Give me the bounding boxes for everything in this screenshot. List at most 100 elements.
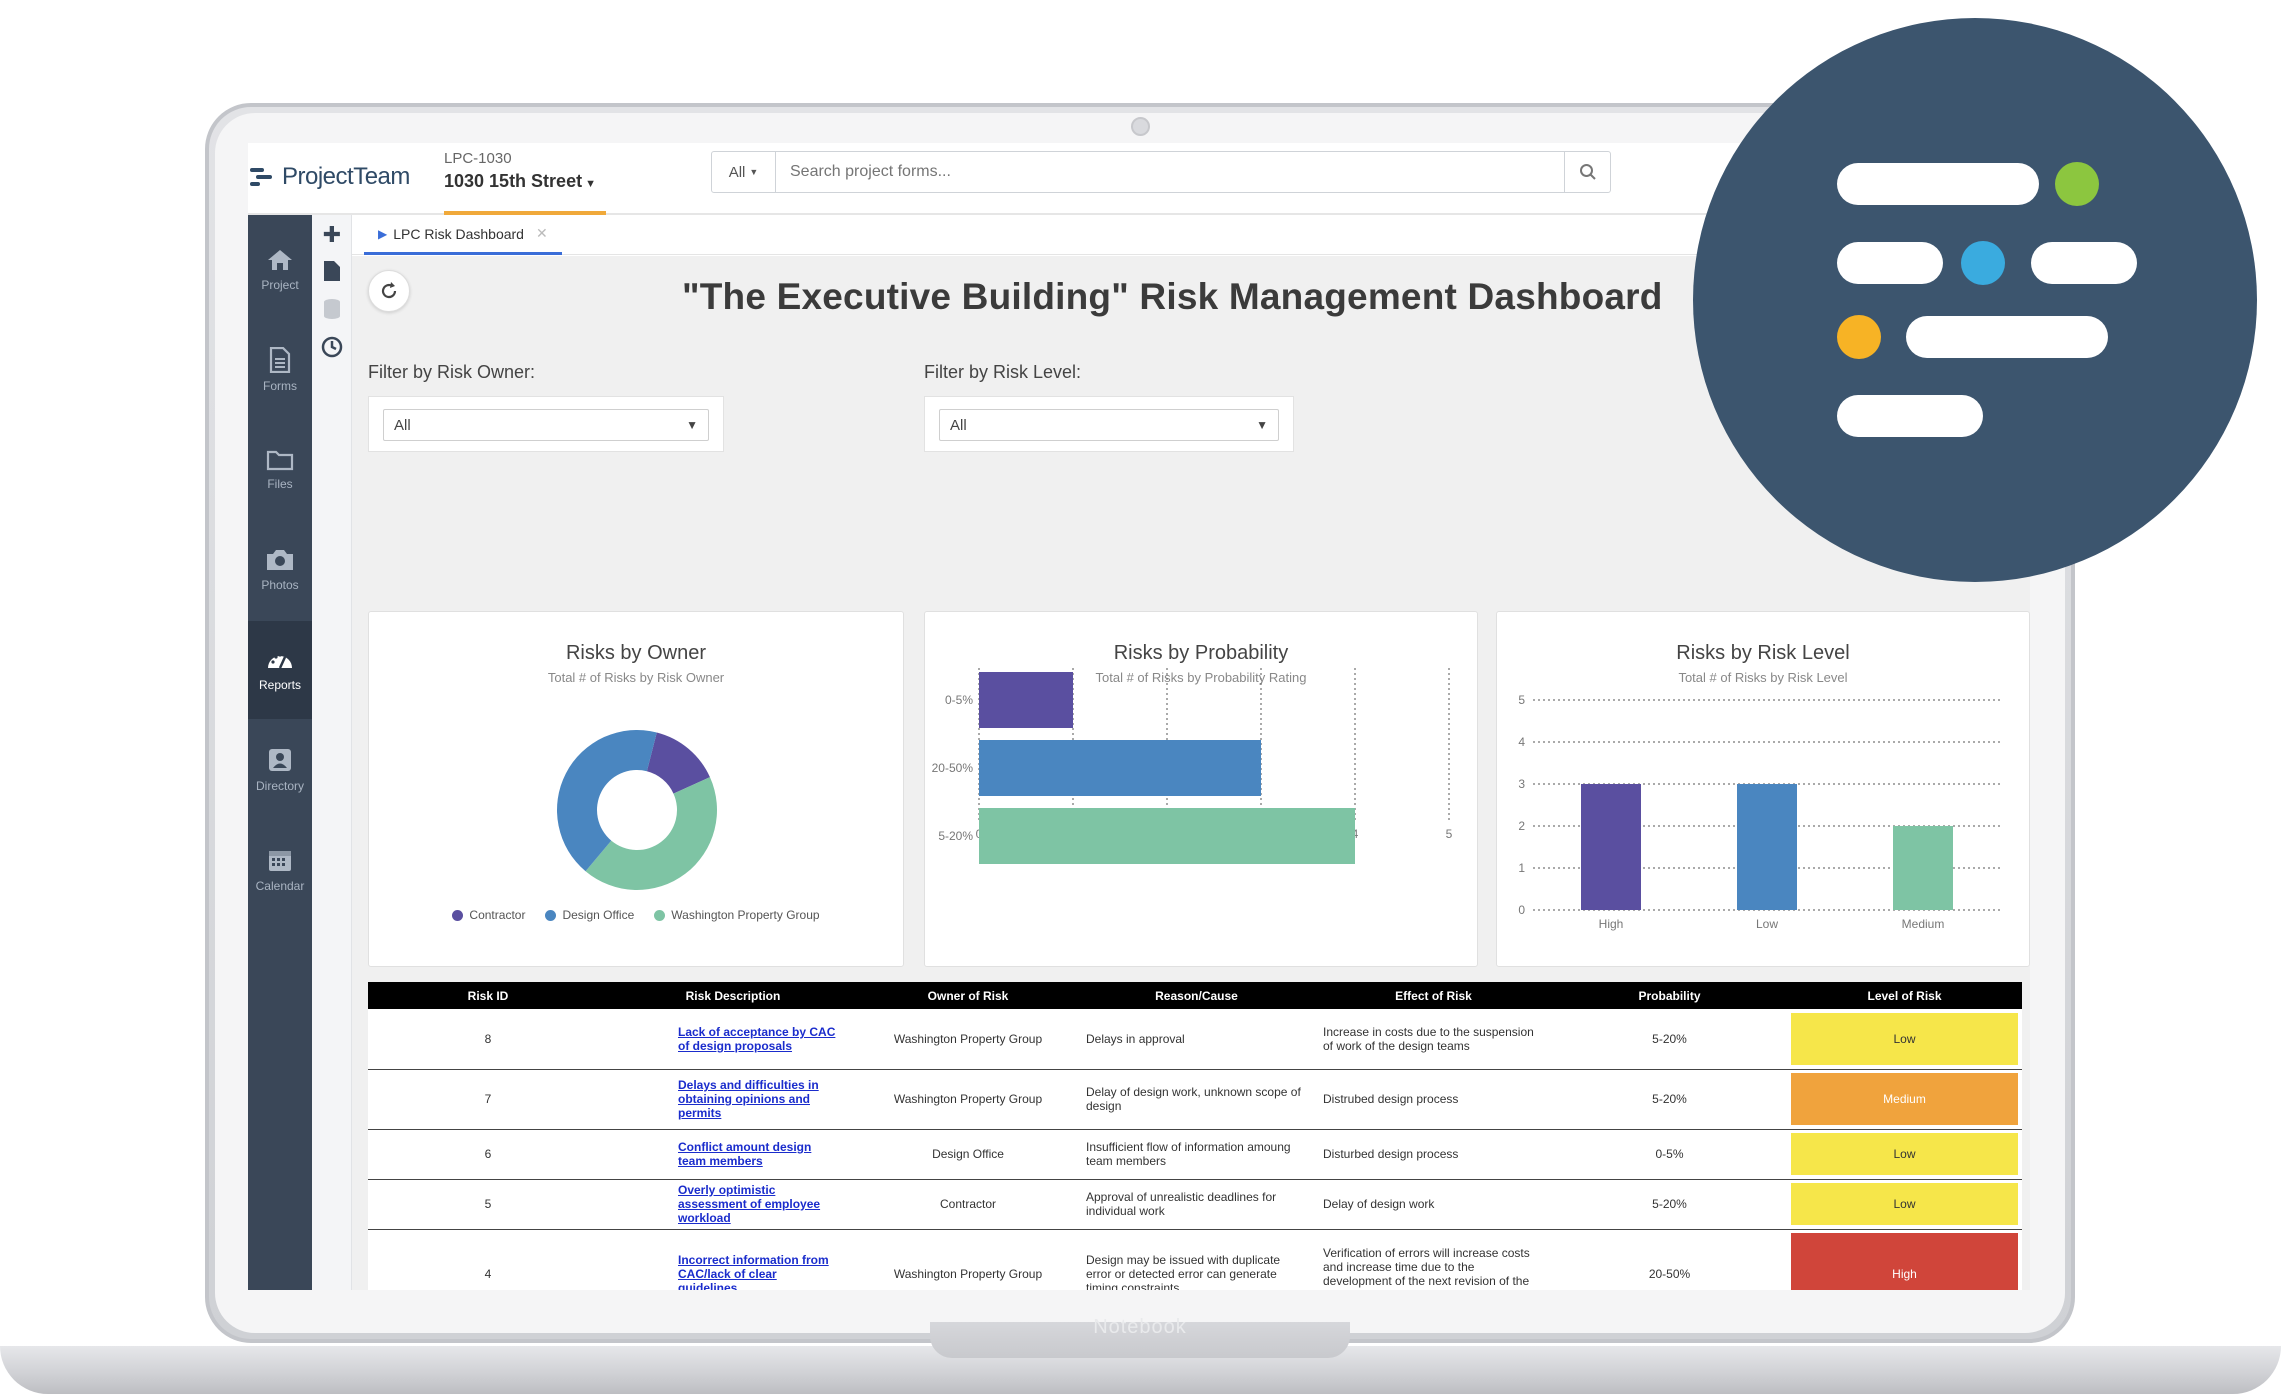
- y-tick-label: 5: [1518, 693, 1525, 707]
- nav-label: Directory: [255, 779, 304, 793]
- brand-badge: [1693, 18, 2257, 582]
- caret-down-icon: ▼: [686, 418, 698, 432]
- col-level[interactable]: Level of Risk: [1787, 982, 2022, 1009]
- col-risk-description[interactable]: Risk Description: [608, 982, 858, 1009]
- project-code: LPC-1030: [444, 150, 512, 167]
- nav-item-forms[interactable]: Forms: [248, 321, 312, 419]
- tab-lpc-risk-dashboard[interactable]: ▶ LPC Risk Dashboard ✕: [364, 215, 562, 255]
- search-scope-dropdown[interactable]: All ▼: [712, 152, 776, 192]
- table-row[interactable]: 4 Incorrect information from CAC/lack of …: [368, 1229, 2022, 1290]
- bar-low[interactable]: [1737, 784, 1797, 910]
- cell-probability: 20-50%: [1552, 1229, 1787, 1290]
- donut-slice-washington-property-group[interactable]: [585, 777, 717, 890]
- play-icon: ▶: [378, 226, 388, 241]
- nav-item-photos[interactable]: Photos: [248, 521, 312, 619]
- bar-high[interactable]: [1581, 784, 1641, 910]
- table-row[interactable]: 5 Overly optimistic assessment of employe…: [368, 1179, 2022, 1230]
- donut-chart: [556, 730, 717, 890]
- y-tick-label: 3: [1518, 777, 1525, 791]
- new-document-icon[interactable]: [320, 259, 344, 283]
- level-badge: Low: [1791, 1012, 2018, 1065]
- cell-probability: 5-20%: [1552, 1179, 1787, 1230]
- history-icon[interactable]: [320, 335, 344, 359]
- refresh-button[interactable]: [368, 270, 410, 312]
- donut-slice-design-office[interactable]: [556, 730, 657, 872]
- col-reason[interactable]: Reason/Cause: [1078, 982, 1315, 1009]
- nav-item-reports[interactable]: Reports: [248, 621, 312, 719]
- risk-description-link[interactable]: Incorrect information from CAC/lack of c…: [678, 1253, 829, 1290]
- chart-title: Risks by Probability: [1113, 642, 1289, 664]
- cell-effect: Distrubed design process: [1315, 1069, 1552, 1130]
- laptop-label: Notebook: [1093, 1316, 1187, 1338]
- app-screen: ProjectTeam LPC-1030 1030 15th Street ▼ A…: [248, 143, 2030, 1290]
- filter-level-select[interactable]: All ▼: [939, 409, 1279, 441]
- badge-line: [1837, 163, 2039, 205]
- risk-description-link[interactable]: Conflict amount design team members: [678, 1140, 812, 1168]
- cell-level: Low: [1787, 1179, 2022, 1230]
- cell-reason: Delay of design work, unknown scope of d…: [1078, 1069, 1315, 1130]
- bar-medium[interactable]: [1893, 826, 1953, 910]
- cell-risk-id: 5: [368, 1179, 608, 1230]
- cell-probability: 5-20%: [1552, 1069, 1787, 1130]
- level-badge: Medium: [1791, 1073, 2018, 1125]
- project-selector[interactable]: 1030 15th Street ▼: [444, 171, 596, 192]
- badge-line: [1906, 316, 2108, 358]
- legend-item-washington-property-group[interactable]: Washington Property Group: [654, 908, 820, 922]
- legend-item-contractor[interactable]: Contractor: [452, 908, 525, 922]
- filter-owner-select[interactable]: All ▼: [383, 409, 709, 441]
- table-row[interactable]: 6 Conflict amount design team members Desi…: [368, 1129, 2022, 1180]
- close-icon[interactable]: ✕: [535, 225, 548, 241]
- camera-icon: [267, 550, 293, 570]
- col-effect[interactable]: Effect of Risk: [1315, 982, 1552, 1009]
- bar-20-50%[interactable]: [979, 740, 1261, 796]
- database-icon[interactable]: [320, 297, 344, 321]
- caret-down-icon: ▼: [1256, 418, 1268, 432]
- cell-risk-id: 6: [368, 1129, 608, 1180]
- x-tick-label: High: [1599, 917, 1624, 931]
- table-row[interactable]: 8 Lack of acceptance by CAC of design pro…: [368, 1009, 2022, 1070]
- cell-reason: Delays in approval: [1078, 1009, 1315, 1070]
- nav-item-project[interactable]: Project: [248, 221, 312, 319]
- folder-icon: [266, 450, 294, 471]
- cell-reason: Insufficient flow of information amoung …: [1078, 1129, 1315, 1180]
- cell-level: Medium: [1787, 1069, 2022, 1130]
- laptop-hinge: [930, 1322, 1350, 1358]
- col-risk-id[interactable]: Risk ID: [368, 982, 608, 1009]
- bar-0-5%[interactable]: [979, 672, 1073, 728]
- col-probability[interactable]: Probability: [1552, 982, 1787, 1009]
- search-scope-value: All: [728, 163, 746, 181]
- risk-description-link[interactable]: Delays and difficulties in obtaining opi…: [678, 1078, 819, 1120]
- nav-item-files[interactable]: Files: [248, 421, 312, 519]
- x-tick-label: Medium: [1902, 917, 1945, 931]
- legend-item-design-office[interactable]: Design Office: [545, 908, 634, 922]
- cell-risk-description: Incorrect information from CAC/lack of c…: [608, 1229, 858, 1290]
- bar-5-20%[interactable]: [979, 808, 1355, 864]
- filter-owner-box: All ▼: [368, 396, 724, 452]
- chart-card-owner: Risks by Owner Total # of Risks by Risk …: [368, 611, 904, 967]
- table-row[interactable]: 7 Delays and difficulties in obtaining op…: [368, 1069, 2022, 1130]
- filter-level-value: All: [950, 416, 967, 434]
- col-owner[interactable]: Owner of Risk: [858, 982, 1078, 1009]
- tab-label: LPC Risk Dashboard: [393, 225, 524, 242]
- chart-subtitle: Total # of Risks by Risk Level: [1678, 670, 1848, 685]
- cell-probability: 0-5%: [1552, 1129, 1787, 1180]
- search-button[interactable]: [1564, 152, 1610, 192]
- nav-item-directory[interactable]: Directory: [248, 721, 312, 819]
- risk-description-link[interactable]: Overly optimistic assessment of employee…: [678, 1183, 821, 1225]
- risk-description-link[interactable]: Lack of acceptance by CAC of design prop…: [678, 1024, 836, 1053]
- dashboard-title: "The Executive Building" Risk Management…: [682, 276, 1663, 317]
- donut-slice-contractor[interactable]: [646, 732, 710, 794]
- logo[interactable]: ProjectTeam: [250, 157, 410, 197]
- cell-effect: Verification of errors will increase cos…: [1315, 1229, 1552, 1290]
- refresh-icon: [381, 282, 397, 299]
- cell-reason: Approval of unrealistic deadlines for in…: [1078, 1179, 1315, 1230]
- nav-rail: Project Forms Files Photos Reports Direc…: [248, 215, 312, 1290]
- calendar-icon: [269, 851, 291, 871]
- add-icon[interactable]: ✚: [322, 222, 342, 247]
- logo-text: ProjectTeam: [282, 163, 410, 190]
- cell-owner: Design Office: [858, 1129, 1078, 1180]
- nav-item-calendar[interactable]: Calendar: [248, 821, 312, 919]
- search-input[interactable]: [776, 163, 1564, 181]
- camera-icon: [1131, 117, 1150, 136]
- nav-label: Reports: [258, 678, 302, 692]
